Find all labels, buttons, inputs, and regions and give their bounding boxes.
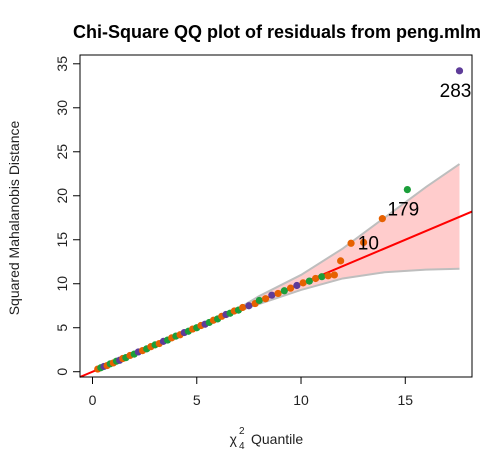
data-point <box>245 302 253 310</box>
data-point <box>330 271 338 279</box>
x-tick-label: 15 <box>397 392 413 408</box>
envelope-upper-border <box>227 163 461 316</box>
data-point <box>455 67 464 75</box>
x-axis: 0 5 10 15 <box>89 376 413 408</box>
y-tick-label: 10 <box>54 276 70 292</box>
x-axis-subscript: 4 <box>239 441 245 452</box>
x-axis-title: Quantile <box>251 431 303 447</box>
y-axis: 0 5 10 15 20 25 30 35 <box>54 56 81 376</box>
data-point <box>318 273 326 281</box>
data-points <box>94 67 464 373</box>
data-point <box>261 295 270 303</box>
data-point <box>312 274 320 283</box>
data-point <box>324 272 332 280</box>
x-tick-label: 10 <box>293 392 309 408</box>
y-tick-label: 35 <box>54 56 70 72</box>
point-label: 10 <box>358 234 379 255</box>
data-point <box>274 289 282 298</box>
data-point <box>337 257 345 265</box>
data-point <box>378 215 386 223</box>
data-point <box>299 279 307 287</box>
data-point <box>239 303 247 312</box>
y-axis-title: Squared Mahalanobis Distance <box>6 121 22 316</box>
confidence-envelope <box>228 164 460 315</box>
x-axis-superscript: 2 <box>239 426 245 437</box>
data-point <box>403 186 411 194</box>
data-point <box>286 284 295 292</box>
y-tick-label: 20 <box>54 188 70 204</box>
point-annotations: 283 179 10 <box>358 81 472 255</box>
data-point <box>293 281 301 290</box>
data-point <box>255 296 263 305</box>
x-axis-symbol: χ <box>230 431 238 447</box>
y-tick-label: 25 <box>54 144 70 160</box>
x-axis-label: χ 2 4 Quantile <box>230 426 304 452</box>
y-tick-label: 5 <box>54 324 70 332</box>
chart-title: Chi-Square QQ plot of residuals from pen… <box>73 22 481 42</box>
point-label: 179 <box>388 200 420 221</box>
x-tick-label: 0 <box>89 392 97 408</box>
data-point <box>305 277 313 285</box>
data-point <box>347 239 355 247</box>
x-tick-label: 5 <box>193 392 201 408</box>
point-label: 283 <box>440 81 472 102</box>
data-point <box>280 287 288 295</box>
y-tick-label: 15 <box>54 232 70 248</box>
y-tick-label: 0 <box>54 368 70 376</box>
plot-area: 283 179 10 <box>79 67 473 378</box>
y-tick-label: 30 <box>54 100 70 116</box>
data-point <box>268 291 276 299</box>
data-point <box>359 238 368 246</box>
